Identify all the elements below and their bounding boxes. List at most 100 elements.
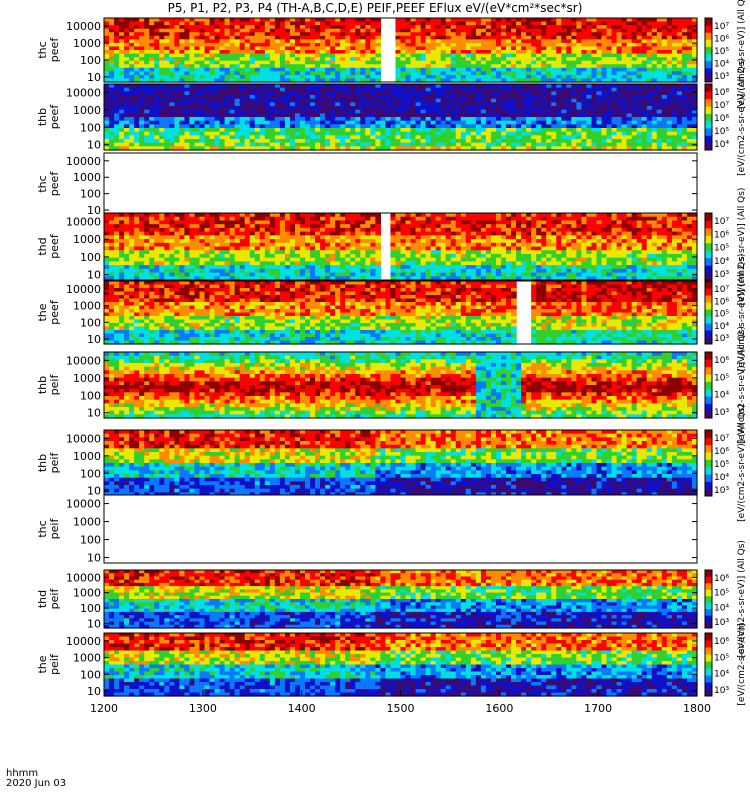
heatmap-cell (300, 18, 306, 22)
heatmap-cell (109, 132, 115, 136)
heatmap-cell (189, 220, 195, 224)
heatmap-cell (139, 84, 145, 88)
heatmap-cell (506, 75, 512, 79)
heatmap-cell (174, 113, 180, 117)
heatmap-cell (411, 88, 417, 92)
heatmap-cell (370, 32, 376, 36)
heatmap-cell (335, 61, 341, 65)
heatmap-cell (215, 84, 221, 88)
heatmap-cell (174, 102, 180, 106)
heatmap-cell (230, 18, 236, 22)
heatmap-cell (154, 36, 160, 40)
heatmap-cell (129, 124, 135, 128)
heatmap-cell (365, 36, 371, 40)
heatmap-cell (390, 102, 396, 106)
heatmap-cell (255, 124, 261, 128)
heatmap-cell (536, 132, 542, 136)
heatmap-cell (431, 36, 437, 40)
heatmap-cell (149, 54, 155, 58)
heatmap-cell (250, 75, 256, 79)
heatmap-cell (401, 18, 407, 22)
heatmap-cell (280, 18, 286, 22)
heatmap-cell (300, 135, 306, 139)
heatmap-cell (566, 88, 572, 92)
heatmap-cell (652, 75, 658, 79)
heatmap-cell (124, 232, 130, 236)
heatmap-cell (531, 54, 537, 58)
heatmap-cell (255, 39, 261, 43)
heatmap-cell (501, 110, 507, 114)
colorbar-label: [eV/(cm2-s-sr-eV)] (All Qs) (737, 58, 747, 176)
heatmap-cell (441, 68, 447, 72)
heatmap-cell (607, 117, 613, 121)
heatmap-cell (114, 32, 120, 36)
heatmap-cell (230, 88, 236, 92)
heatmap-cell (129, 18, 135, 22)
heatmap-cell (255, 75, 261, 79)
heatmap-cell (426, 50, 432, 54)
heatmap-cell (541, 117, 547, 121)
heatmap-cell (345, 102, 351, 106)
heatmap-cell (481, 84, 487, 88)
heatmap-cell (124, 64, 130, 68)
heatmap-cell (612, 22, 618, 26)
heatmap-cell (421, 88, 427, 92)
heatmap-cell (431, 106, 437, 110)
heatmap-cell (667, 135, 673, 139)
heatmap-cell (114, 68, 120, 72)
heatmap-cell (571, 36, 577, 40)
heatmap-cell (596, 25, 602, 29)
heatmap-cell (134, 64, 140, 68)
heatmap-cell (139, 50, 145, 54)
heatmap-cell (194, 46, 200, 50)
heatmap-cell (471, 18, 477, 22)
heatmap-cell (436, 143, 442, 147)
heatmap-cell (154, 224, 160, 228)
heatmap-cell (406, 113, 412, 117)
heatmap-cell (576, 36, 582, 40)
heatmap-cell (647, 128, 653, 132)
heatmap-cell (169, 139, 175, 143)
heatmap-cell (260, 102, 266, 106)
heatmap-cell (164, 106, 170, 110)
heatmap-cell (245, 106, 251, 110)
heatmap-cell (531, 99, 537, 103)
heatmap-cell (230, 132, 236, 136)
heatmap-cell (612, 88, 618, 92)
heatmap-cell (647, 121, 653, 125)
heatmap-cell (612, 54, 618, 58)
heatmap-cell (591, 64, 597, 68)
heatmap-cell (169, 29, 175, 33)
heatmap-cell (315, 121, 321, 125)
heatmap-cell (139, 57, 145, 61)
heatmap-cell (184, 254, 190, 258)
heatmap-cell (184, 43, 190, 47)
heatmap-cell (591, 29, 597, 33)
heatmap-cell (461, 102, 467, 106)
heatmap-cell (436, 117, 442, 121)
heatmap-cell (406, 91, 412, 95)
heatmap-cell (571, 84, 577, 88)
heatmap-cell (566, 102, 572, 106)
heatmap-cell (315, 84, 321, 88)
heatmap-cell (421, 39, 427, 43)
heatmap-cell (139, 43, 145, 47)
heatmap-cell (265, 84, 271, 88)
heatmap-cell (586, 22, 592, 26)
heatmap-cell (340, 110, 346, 114)
heatmap-cell (426, 61, 432, 65)
heatmap-cell (511, 46, 517, 50)
heatmap-cell (159, 57, 165, 61)
heatmap-cell (330, 128, 336, 132)
heatmap-cell (421, 18, 427, 22)
heatmap-cell (461, 29, 467, 33)
heatmap-cell (481, 135, 487, 139)
heatmap-cell (456, 39, 462, 43)
heatmap-cell (250, 110, 256, 114)
heatmap-cell (144, 261, 150, 265)
heatmap-cell (230, 102, 236, 106)
heatmap-cell (476, 29, 482, 33)
heatmap-cell (627, 57, 633, 61)
heatmap-cell (159, 121, 165, 125)
heatmap-cell (576, 43, 582, 47)
